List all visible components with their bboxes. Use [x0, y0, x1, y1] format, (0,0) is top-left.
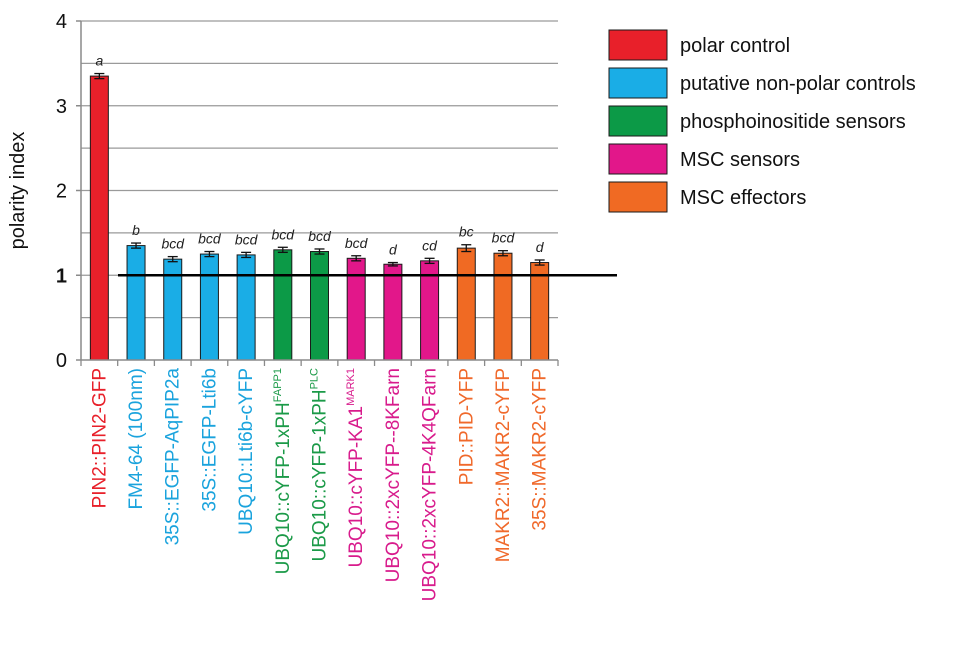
- significance-letter: b: [132, 222, 140, 238]
- y-tick-label: 0: [56, 350, 67, 372]
- x-tick-label: 35S::EGFP-Lti6b: [199, 368, 220, 512]
- y-tick-label: 1: [56, 265, 67, 287]
- bar: [456, 247, 476, 361]
- x-tick-label-text: UBQ10::cYFP-1xPH: [273, 402, 294, 574]
- bar: [493, 252, 513, 361]
- legend-swatch: [608, 181, 668, 213]
- significance-letter: a: [95, 53, 103, 69]
- x-tick-label-text: UBQ10::cYFP-1xPH: [310, 389, 331, 561]
- x-tick-label-text: PIN2::PIN2-GFP: [89, 368, 110, 508]
- significance-letter: bcd: [235, 231, 259, 247]
- axes: 0 1 2 3 4 polarity index: [7, 11, 559, 372]
- legend-label: phosphoinositide sensors: [680, 111, 906, 133]
- x-tick-label: MAKR2::MAKR2-cYFP: [493, 368, 514, 562]
- bar: [530, 262, 550, 361]
- legend-label: polar control: [680, 35, 790, 57]
- legend-swatch: [608, 105, 668, 137]
- bar: [346, 257, 366, 361]
- legend-label: putative non-polar controls: [680, 73, 916, 95]
- legend-label: MSC sensors: [680, 149, 800, 171]
- x-tick-label: UBQ10::2xcYFP--8KFarn: [383, 368, 404, 582]
- legend: polar control putative non-polar controls…: [608, 29, 916, 213]
- bar: [273, 249, 293, 361]
- x-tick-label-text: UBQ10::2xcYFP-4K4QFarn: [420, 368, 441, 601]
- x-tick-label-text: PID::PID-YFP: [456, 368, 477, 485]
- x-tick-label: UBQ10::Lti6b-cYFP: [236, 368, 257, 535]
- significance-letter: cd: [422, 237, 438, 253]
- significance-letter: bcd: [308, 228, 332, 244]
- x-tick-label-text: MAKR2::MAKR2-cYFP: [493, 368, 514, 562]
- y-axis-label: polarity index: [7, 132, 29, 250]
- x-tick-label: FM4-64 (100nm): [126, 368, 147, 510]
- x-tick-label-text: 35S::EGFP-Lti6b: [199, 368, 220, 512]
- y-tick-label: 4: [56, 11, 67, 33]
- x-tick-label: UBQ10::2xcYFP-4K4QFarn: [420, 368, 441, 601]
- x-tick-label-text: UBQ10::2xcYFP--8KFarn: [383, 368, 404, 582]
- y-tick-label: 2: [56, 181, 67, 203]
- x-tick-label: 35S::MAKR2-cYFP: [530, 368, 551, 531]
- x-tick-labels: PIN2::PIN2-GFP FM4-64 (100nm) 35S::EGFP-Aq…: [89, 368, 550, 602]
- significance-letter: d: [389, 242, 398, 258]
- significance-letter: bcd: [345, 235, 369, 251]
- legend-label: MSC effectors: [680, 187, 806, 209]
- significance-letter: bcd: [198, 231, 222, 247]
- x-tick-label: PIN2::PIN2-GFP: [89, 368, 110, 508]
- significance-letter: d: [536, 239, 545, 255]
- y-tick-label: 3: [56, 96, 67, 118]
- x-tick-label: UBQ10::cYFP-1xPHPLC: [309, 368, 331, 562]
- bar: [126, 245, 146, 361]
- legend-swatch: [608, 67, 668, 99]
- significance-letter: bcd: [161, 236, 185, 252]
- legend-swatch: [608, 29, 668, 61]
- bar: [383, 263, 403, 361]
- x-tick-label-superscript: FAPP1: [272, 368, 284, 402]
- x-tick-label: UBQ10::cYFP-1xPHFAPP1: [272, 368, 294, 574]
- significance-letter: bc: [459, 224, 474, 240]
- x-tick-label: 35S::EGFP-AqPIP2a: [163, 368, 184, 546]
- x-tick-label-text: UBQ10::cYFP-KA1: [346, 406, 367, 568]
- x-tick-label: PID::PID-YFP: [456, 368, 477, 485]
- x-tick-label-text: 35S::EGFP-AqPIP2a: [163, 368, 184, 546]
- bar: [236, 254, 256, 361]
- x-tick-label: UBQ10::cYFP-KA1MARK1: [345, 368, 367, 567]
- x-tick-label-text: 35S::MAKR2-cYFP: [530, 368, 551, 531]
- significance-letter: bcd: [492, 230, 516, 246]
- x-tick-label-text: UBQ10::Lti6b-cYFP: [236, 368, 257, 535]
- bar: [310, 251, 329, 361]
- x-tick-label-superscript: PLC: [309, 368, 321, 389]
- bar: [89, 75, 109, 361]
- x-tick-label-text: FM4-64 (100nm): [126, 368, 147, 510]
- significance-letter: bcd: [272, 226, 296, 242]
- legend-swatch: [608, 143, 668, 175]
- bar: [199, 253, 219, 361]
- x-tick-label-superscript: MARK1: [345, 368, 357, 406]
